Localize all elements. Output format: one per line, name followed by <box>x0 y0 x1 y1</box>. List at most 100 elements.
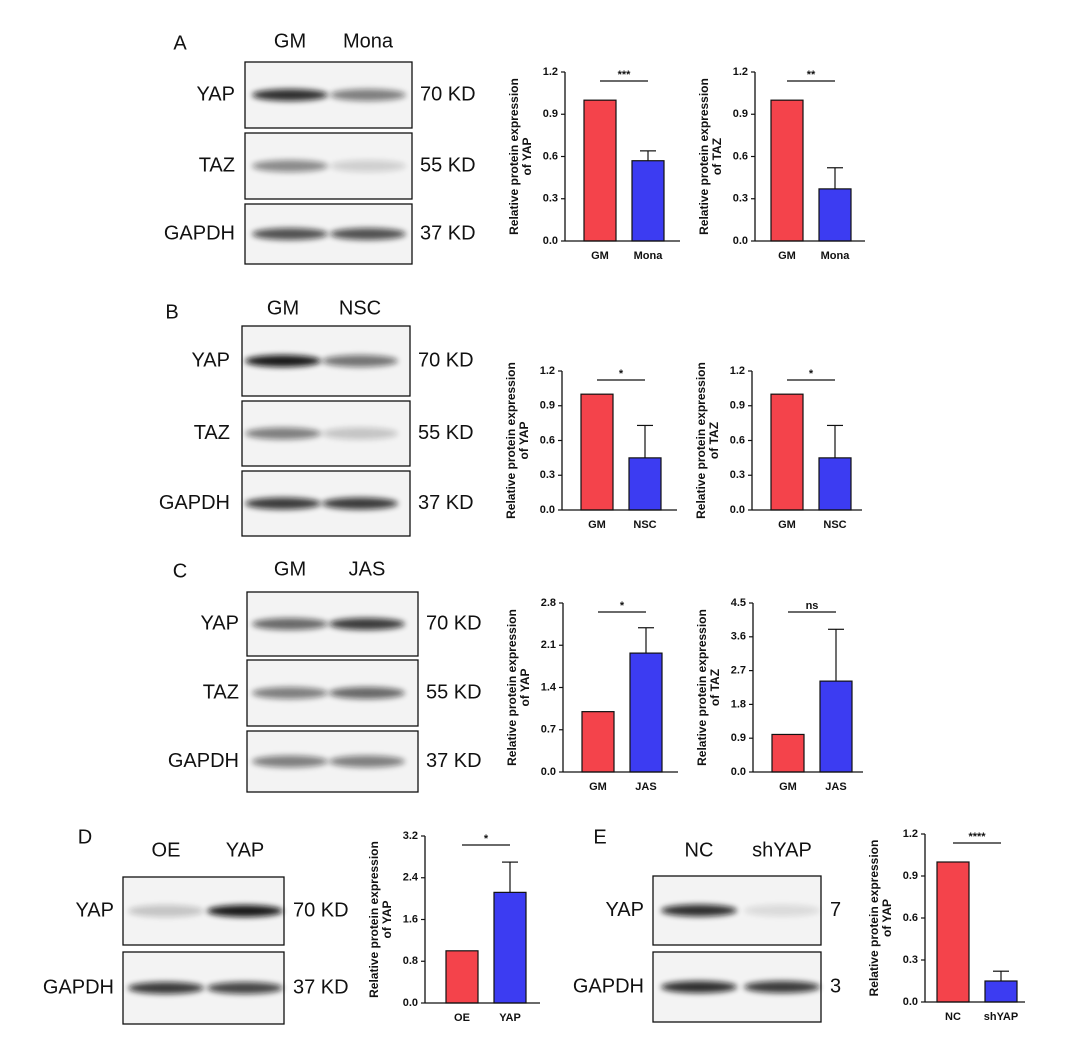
y-tick-label: 0.0 <box>731 766 746 778</box>
lane-label: shYAP <box>752 839 812 861</box>
y-axis-label: of YAP <box>518 668 532 706</box>
panel-label: B <box>165 301 178 323</box>
y-tick-label: 0.9 <box>540 400 555 412</box>
lane-label: GM <box>267 297 299 319</box>
y-tick-label: 1.2 <box>733 66 748 78</box>
row-label: GAPDH <box>43 976 114 998</box>
row-size: 37 KD <box>420 222 476 244</box>
y-tick-label: 0.7 <box>541 724 556 736</box>
row-label: GAPDH <box>159 492 230 514</box>
x-tick-label: JAS <box>825 781 846 793</box>
significance-label: *** <box>618 69 632 81</box>
y-tick-label: 2.7 <box>731 665 746 677</box>
significance-label: * <box>619 368 624 380</box>
x-tick-label: GM <box>778 519 796 531</box>
blot-band <box>128 982 204 994</box>
y-axis-label: Relative protein expression <box>867 840 881 997</box>
row-label: YAP <box>196 83 235 105</box>
y-tick-label: 3.6 <box>731 631 746 643</box>
y-axis-label: Relative protein expression <box>697 78 711 235</box>
bar <box>770 393 804 511</box>
x-tick-label: JAS <box>635 781 656 793</box>
y-axis-label: of TAZ <box>707 422 721 459</box>
y-tick-label: 0.3 <box>543 193 558 205</box>
y-tick-label: 0.9 <box>903 870 918 882</box>
y-axis-label: of YAP <box>380 900 394 938</box>
significance-label: * <box>809 368 814 380</box>
x-tick-label: shYAP <box>984 1011 1018 1023</box>
row-size: 7 <box>830 899 841 921</box>
blot-band <box>252 687 328 699</box>
blot-band <box>661 981 737 993</box>
x-tick-label: NSC <box>633 519 656 531</box>
lane-label: Mona <box>343 30 394 52</box>
y-tick-label: 0.6 <box>903 912 918 924</box>
row-label: YAP <box>605 899 644 921</box>
lane-label: NSC <box>339 297 381 319</box>
y-tick-label: 0.3 <box>733 193 748 205</box>
blot-band <box>322 427 398 440</box>
y-tick-label: 0.6 <box>730 434 745 446</box>
x-tick-label: Mona <box>634 250 664 262</box>
blot-band <box>322 497 398 510</box>
bar <box>936 861 970 1003</box>
x-tick-label: NC <box>945 1011 961 1023</box>
row-size: 37 KD <box>293 976 349 998</box>
blot-band <box>245 497 321 510</box>
y-axis-label: of YAP <box>517 421 531 459</box>
y-tick-label: 1.2 <box>903 828 918 840</box>
bar <box>770 99 804 242</box>
blot-band <box>744 981 820 993</box>
y-tick-label: 0.3 <box>540 469 555 481</box>
row-size: 55 KD <box>418 422 474 444</box>
panel-label: A <box>173 32 187 54</box>
significance-label: ** <box>807 69 816 81</box>
blot-band <box>330 228 406 240</box>
y-axis-label: Relative protein expression <box>504 362 518 519</box>
row-size: 55 KD <box>420 154 476 176</box>
lane-label: OE <box>152 839 181 861</box>
y-axis-label: of YAP <box>880 899 894 937</box>
lane-label: JAS <box>349 558 386 580</box>
bar <box>818 457 852 511</box>
blot-band <box>329 618 405 630</box>
y-tick-label: 0.6 <box>733 150 748 162</box>
y-tick-label: 0.9 <box>730 400 745 412</box>
bar <box>583 99 617 242</box>
blot-band <box>252 228 328 240</box>
y-tick-label: 3.2 <box>403 830 418 842</box>
blot-band <box>252 160 328 172</box>
significance-label: * <box>484 833 489 845</box>
row-label: GAPDH <box>168 750 239 772</box>
y-tick-label: 1.6 <box>403 913 418 925</box>
blot-band <box>661 904 737 917</box>
y-tick-label: 0.0 <box>903 996 918 1008</box>
significance-label: **** <box>968 831 986 843</box>
x-tick-label: OE <box>454 1012 470 1024</box>
bar <box>581 711 615 773</box>
blot-band <box>128 905 204 917</box>
row-label: TAZ <box>203 681 239 703</box>
y-tick-label: 1.4 <box>541 681 557 693</box>
blot-band <box>330 89 406 101</box>
significance-label: ns <box>806 600 819 612</box>
y-tick-label: 0.9 <box>731 732 746 744</box>
y-tick-label: 4.5 <box>731 597 746 609</box>
y-tick-label: 0.3 <box>730 469 745 481</box>
x-tick-label: Mona <box>821 250 851 262</box>
x-tick-label: GM <box>591 250 609 262</box>
row-label: YAP <box>75 899 114 921</box>
y-tick-label: 0.0 <box>403 997 418 1009</box>
y-tick-label: 0.8 <box>403 955 418 967</box>
y-tick-label: 0.0 <box>733 235 748 247</box>
row-label: TAZ <box>194 422 230 444</box>
lane-label: GM <box>274 30 306 52</box>
panel-label: C <box>173 560 187 582</box>
y-tick-label: 1.2 <box>543 66 558 78</box>
lane-label: NC <box>685 839 714 861</box>
y-tick-label: 0.3 <box>903 954 918 966</box>
blot-band <box>330 160 406 172</box>
row-label: YAP <box>200 612 239 634</box>
